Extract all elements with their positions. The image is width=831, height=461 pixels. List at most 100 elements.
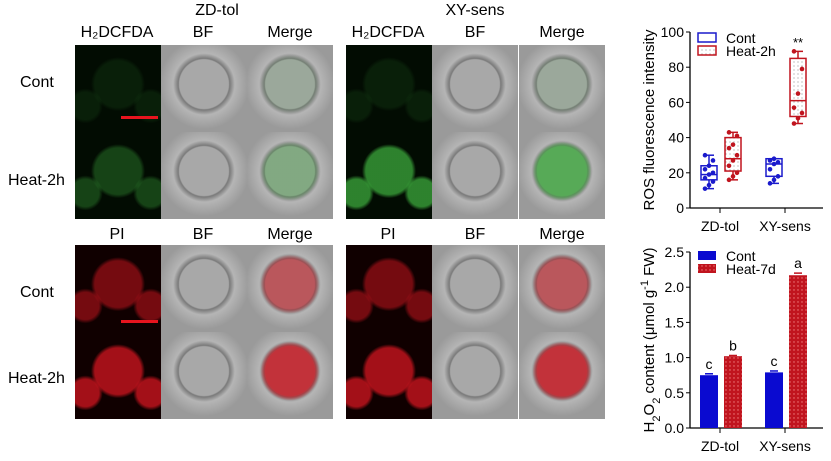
merge-micrograph xyxy=(247,245,333,332)
row-label-cont: Cont xyxy=(20,74,54,91)
data-point xyxy=(795,115,801,121)
y-tick-label: 0.0 xyxy=(665,420,685,436)
merge-micrograph xyxy=(247,332,333,419)
data-point xyxy=(730,174,736,179)
scale-bar xyxy=(121,320,158,323)
bf-micrograph xyxy=(161,132,247,219)
y-tick-label: 20 xyxy=(668,165,684,181)
data-point xyxy=(799,66,805,72)
merge-micrograph xyxy=(519,45,605,132)
bar xyxy=(789,275,807,428)
y-tick-label: 40 xyxy=(668,130,684,146)
data-point xyxy=(734,133,740,139)
data-point xyxy=(726,130,732,135)
merge-micrograph xyxy=(519,245,605,332)
col-label: PI xyxy=(380,226,396,243)
y-tick-label: 80 xyxy=(668,59,684,75)
y-tick-label: 100 xyxy=(661,24,685,40)
data-point xyxy=(771,156,777,162)
data-point xyxy=(730,142,736,147)
data-point xyxy=(791,49,797,54)
bar xyxy=(724,356,742,428)
y-tick-label: 2.5 xyxy=(665,244,685,260)
scale-bar xyxy=(121,116,158,119)
x-tick-label: ZD-tol xyxy=(701,438,739,454)
bf-micrograph xyxy=(432,332,518,419)
legend-swatch xyxy=(698,264,716,273)
y-tick-label: 0.5 xyxy=(665,385,685,401)
data-point xyxy=(791,121,797,126)
bar xyxy=(700,375,718,428)
data-point xyxy=(767,181,773,186)
legend-label: Cont xyxy=(726,248,756,264)
data-point xyxy=(775,174,781,179)
col-label: BF xyxy=(464,226,486,243)
data-point xyxy=(710,179,716,184)
y-tick-label: 2.0 xyxy=(665,279,685,295)
col-label: Merge xyxy=(539,226,585,243)
bf-micrograph xyxy=(161,332,247,419)
legend-swatch xyxy=(697,45,717,56)
row-label-heat: Heat-2h xyxy=(8,172,65,189)
significance-letter: a xyxy=(794,255,802,271)
data-point xyxy=(726,177,732,183)
data-point xyxy=(767,158,773,163)
data-point xyxy=(795,91,801,96)
col-label: H₂DCFDA xyxy=(351,24,425,41)
bf-micrograph xyxy=(432,45,518,132)
merge-micrograph xyxy=(247,45,333,132)
col-label: Merge xyxy=(267,24,313,41)
data-point xyxy=(734,170,740,176)
col-label: H₂DCFDA xyxy=(80,24,154,41)
legend-label: Cont xyxy=(726,30,756,46)
merge-micrograph xyxy=(519,332,605,419)
legend-label: Heat-7d xyxy=(726,261,776,277)
data-point xyxy=(710,158,716,163)
pi-micrograph xyxy=(75,245,161,332)
legend-label: Heat-2h xyxy=(726,43,776,59)
data-point xyxy=(706,172,712,177)
col-label: BF xyxy=(192,24,214,41)
group-label-xy-sens: XY-sens xyxy=(445,2,505,19)
h2dcfda-micrograph xyxy=(346,132,432,219)
significance-letter: c xyxy=(706,356,713,372)
h2dcfda-micrograph xyxy=(75,132,161,219)
bf-micrograph xyxy=(432,245,518,332)
data-point xyxy=(730,158,736,163)
y-tick-label: 0 xyxy=(676,200,684,216)
bf-micrograph xyxy=(161,45,247,132)
data-point xyxy=(775,159,781,165)
data-point xyxy=(726,163,732,169)
legend-swatch xyxy=(697,32,717,43)
data-point xyxy=(799,110,805,116)
data-point xyxy=(726,145,732,151)
data-point xyxy=(702,152,708,158)
data-point xyxy=(706,182,712,188)
data-point xyxy=(706,163,712,169)
significance-letter: b xyxy=(729,337,737,353)
y-axis-label: ROS fluorescence intensity xyxy=(641,29,658,210)
data-point xyxy=(791,105,797,110)
x-tick-label: XY-sens xyxy=(759,438,811,454)
data-point xyxy=(734,152,740,158)
merge-micrograph xyxy=(247,132,333,219)
col-label: BF xyxy=(192,226,214,243)
x-tick-label: ZD-tol xyxy=(701,218,739,234)
data-point xyxy=(771,177,777,183)
merge-micrograph xyxy=(519,132,605,219)
bf-micrograph xyxy=(432,132,518,219)
bar xyxy=(765,372,783,428)
pi-micrograph xyxy=(346,245,432,332)
x-tick-label: XY-sens xyxy=(759,218,811,234)
y-tick-label: 60 xyxy=(668,94,684,110)
y-tick-label: 1.0 xyxy=(665,350,685,366)
bf-micrograph xyxy=(161,245,247,332)
row-label-cont: Cont xyxy=(20,284,54,301)
col-label: PI xyxy=(109,226,125,243)
data-point xyxy=(702,175,708,181)
data-point xyxy=(702,166,708,172)
data-point xyxy=(702,186,708,191)
legend-swatch xyxy=(698,251,716,260)
